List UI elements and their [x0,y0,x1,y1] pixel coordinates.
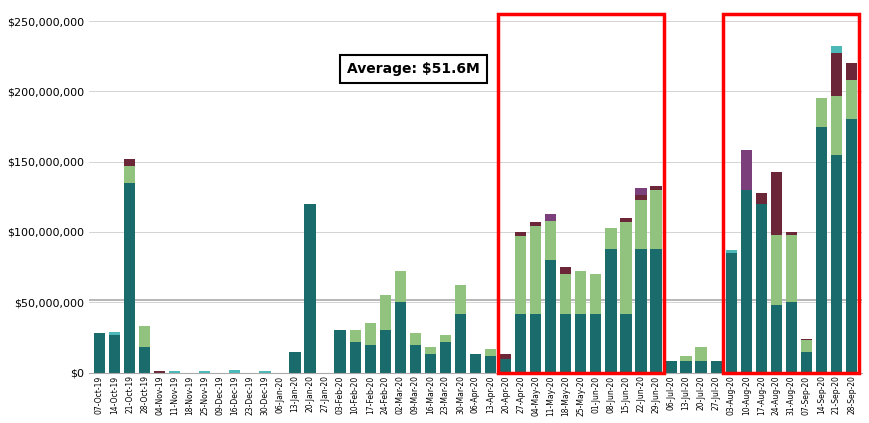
Bar [169,371,180,373]
Bar [124,166,136,183]
Bar [454,313,466,373]
Bar [229,370,241,373]
Bar [711,361,722,373]
Bar [409,344,421,373]
Bar [650,249,661,373]
Bar [786,302,797,373]
Bar [620,218,632,222]
Bar [365,344,376,373]
Bar [786,235,797,302]
Bar [109,332,120,335]
Bar [259,371,270,373]
Bar [723,14,859,373]
Bar [771,235,782,305]
Bar [635,188,647,195]
Bar [666,361,677,373]
Bar [650,190,661,249]
Bar [786,232,797,235]
Bar [831,155,842,373]
Bar [831,47,842,53]
Bar [726,250,737,253]
Bar [530,226,541,313]
Bar [605,228,616,249]
Bar [335,330,346,373]
Bar [771,305,782,373]
Bar [124,183,136,373]
Bar [816,126,827,373]
Bar [139,326,150,347]
Bar [425,354,436,373]
Bar [199,371,210,373]
Bar [590,313,601,373]
Text: Average: $51.6M: Average: $51.6M [348,62,480,76]
Bar [846,80,857,119]
Bar [109,335,120,373]
Bar [561,313,572,373]
Bar [695,361,706,373]
Bar [575,313,587,373]
Bar [846,63,857,80]
Bar [635,249,647,373]
Bar [440,342,451,373]
Bar [425,347,436,354]
Bar [635,200,647,249]
Bar [561,274,572,313]
Bar [139,347,150,373]
Bar [695,347,706,361]
Bar [831,96,842,155]
Bar [846,119,857,373]
Bar [485,356,496,373]
Bar [289,352,301,373]
Bar [530,313,541,373]
Bar [545,214,556,221]
Bar [620,313,632,373]
Bar [365,324,376,344]
Bar [816,99,827,126]
Bar [395,302,406,373]
Bar [620,222,632,313]
Bar [561,267,572,274]
Bar [498,14,664,373]
Bar [349,342,361,373]
Bar [485,349,496,356]
Bar [94,333,105,373]
Bar [771,171,782,235]
Bar [756,204,767,373]
Bar [470,354,481,373]
Bar [800,340,812,352]
Bar [530,222,541,226]
Bar [515,313,527,373]
Bar [500,359,511,373]
Bar [800,352,812,373]
Bar [515,232,527,236]
Bar [740,190,752,373]
Bar [680,356,692,361]
Bar [590,274,601,313]
Bar [454,286,466,313]
Bar [756,192,767,204]
Bar [500,354,511,359]
Bar [515,236,527,313]
Bar [575,272,587,313]
Bar [545,260,556,373]
Bar [680,361,692,373]
Bar [726,253,737,373]
Bar [740,151,752,190]
Bar [380,330,391,373]
Bar [635,195,647,200]
Bar [304,204,315,373]
Bar [380,295,391,330]
Bar [154,371,165,373]
Bar [440,335,451,342]
Bar [409,333,421,344]
Bar [605,249,616,373]
Bar [831,53,842,96]
Bar [545,221,556,260]
Bar [124,159,136,166]
Bar [395,272,406,302]
Bar [650,186,661,190]
Bar [349,330,361,342]
Bar [800,339,812,340]
